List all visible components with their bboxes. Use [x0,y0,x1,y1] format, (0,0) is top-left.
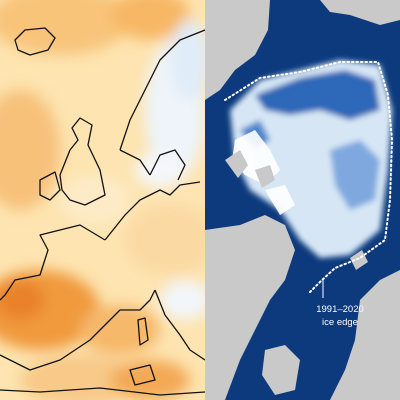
coastlines [0,27,205,396]
europe-anomaly-map [0,0,205,400]
arctic-ice-map: 1991–2020 ice edge [205,0,400,400]
land [205,0,400,400]
ice-edge-line [224,61,394,293]
annotation-line: 1991–2020 [316,304,364,315]
annotation-line: ice edge [322,317,358,328]
